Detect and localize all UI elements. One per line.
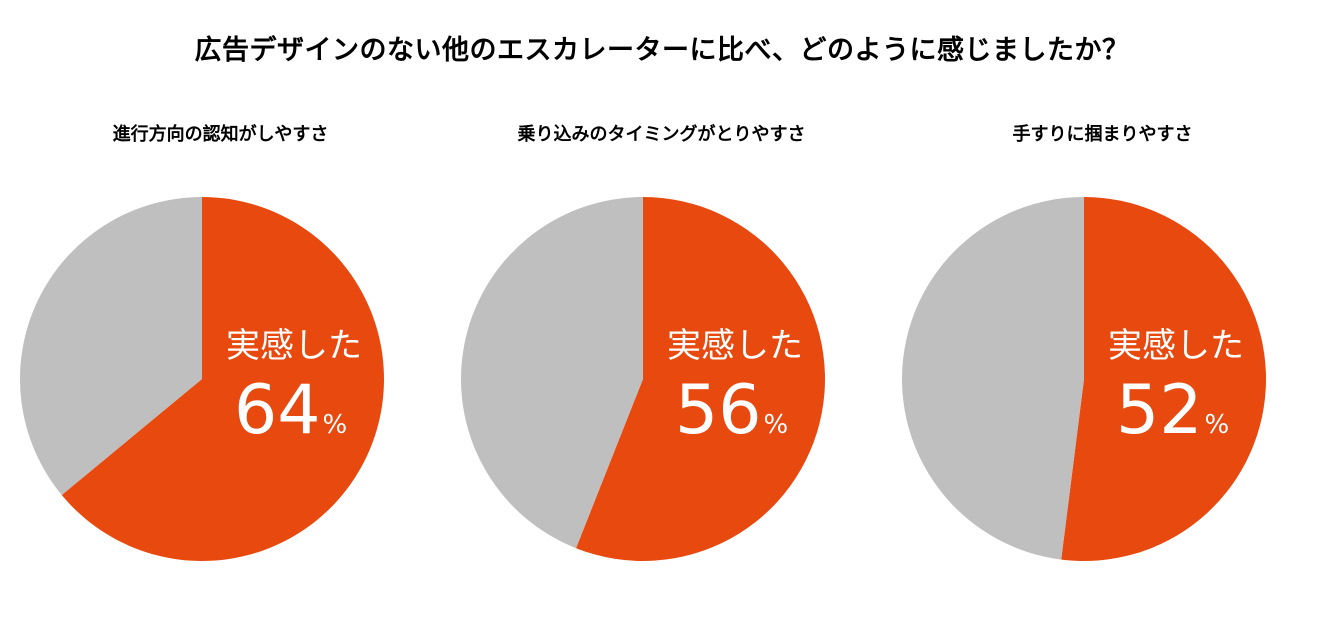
pie-slice-highlight [1061, 197, 1266, 561]
pie-slice-rest [461, 197, 643, 549]
chart-title: 進行方向の認知がしやすさ [112, 124, 329, 145]
slice-value-label: 64% [234, 371, 347, 450]
pie-svg: 実感した 64% [19, 197, 384, 561]
pie-slice-rest [901, 197, 1084, 560]
pie-slice-rest [19, 197, 202, 496]
slice-caption: 実感した [226, 326, 362, 366]
pie-slice-highlight [576, 197, 826, 562]
pie-chart-2: 乗り込みのタイミングがとりやすさ 実感した 56% [441, 0, 882, 640]
chart-title: 手すりに掴まりやすさ [1012, 124, 1193, 145]
chart-title: 乗り込みのタイミングがとりやすさ [517, 124, 806, 145]
slice-value-label: 52% [1116, 371, 1229, 450]
slice-caption: 実感した [667, 326, 803, 366]
slice-value-label: 56% [675, 371, 788, 450]
pie-chart-1: 進行方向の認知がしやすさ 実感した 64% [0, 0, 441, 640]
pie-slice-highlight [61, 197, 384, 561]
pie-svg: 実感した 52% [901, 197, 1266, 561]
pie-svg: 実感した 56% [461, 197, 826, 562]
main-title: 広告デザインのない他のエスカレーターに比べ、どのように感じましたか？ [194, 35, 1130, 66]
pie-chart-3: 手すりに掴まりやすさ 実感した 52% [882, 0, 1323, 640]
slice-caption: 実感した [1108, 326, 1244, 366]
